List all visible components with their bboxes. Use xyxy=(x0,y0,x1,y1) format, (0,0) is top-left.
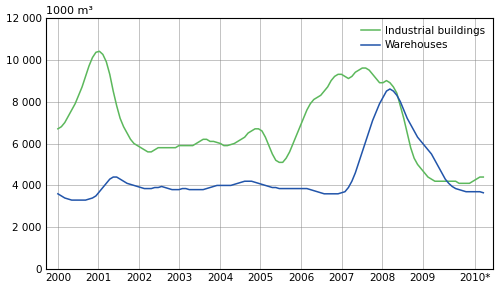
Warehouses xyxy=(387,87,393,91)
Industrial buildings xyxy=(58,125,64,129)
Industrial buildings xyxy=(82,75,88,78)
Industrial buildings xyxy=(183,144,189,147)
Line: Industrial buildings: Industrial buildings xyxy=(58,51,484,183)
Industrial buildings xyxy=(304,108,310,112)
Industrial buildings xyxy=(456,181,462,185)
Warehouses xyxy=(69,198,75,202)
Industrial buildings xyxy=(481,175,487,179)
Industrial buildings xyxy=(96,49,102,53)
Warehouses xyxy=(55,192,61,196)
Text: 1000 m³: 1000 m³ xyxy=(46,5,93,16)
Warehouses xyxy=(138,186,144,189)
Warehouses xyxy=(86,197,92,201)
Warehouses xyxy=(481,191,487,194)
Industrial buildings xyxy=(55,127,61,131)
Warehouses xyxy=(183,187,189,190)
Legend: Industrial buildings, Warehouses: Industrial buildings, Warehouses xyxy=(358,23,488,53)
Warehouses xyxy=(245,179,251,183)
Line: Warehouses: Warehouses xyxy=(58,89,484,200)
Industrial buildings xyxy=(138,146,144,149)
Industrial buildings xyxy=(245,131,251,135)
Warehouses xyxy=(304,187,310,190)
Warehouses xyxy=(58,194,64,198)
